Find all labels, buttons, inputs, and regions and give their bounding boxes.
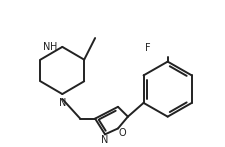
Text: N: N: [101, 135, 108, 145]
Text: N: N: [43, 42, 50, 52]
Text: F: F: [144, 43, 150, 53]
Text: O: O: [118, 128, 125, 138]
Text: N: N: [58, 98, 66, 108]
Text: H: H: [50, 42, 57, 52]
